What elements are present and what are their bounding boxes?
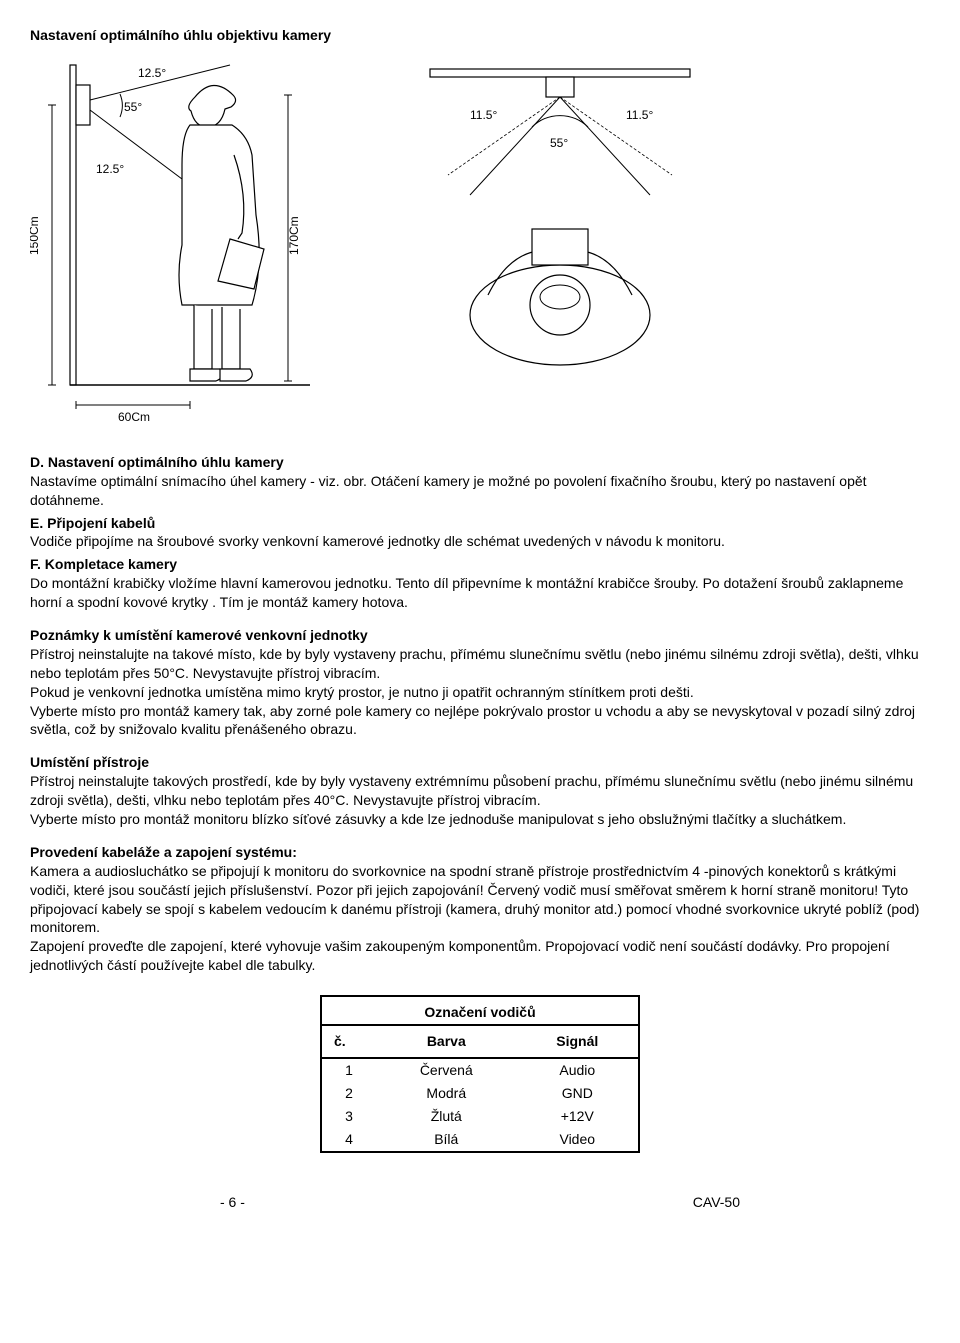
person-height-label: 170Cm [287, 216, 301, 255]
cone-center-label: 55° [550, 136, 568, 150]
wall-height-label: 150Cm [30, 216, 41, 255]
col-signal: Signál [517, 1025, 639, 1058]
notes-heading: Poznámky k umístění kamerové venkovní je… [30, 627, 368, 643]
page-footer: - 6 - CAV-50 [220, 1193, 740, 1212]
diagram-side-view: 55° 12.5° 12.5° 150Cm 60Cm [30, 55, 370, 435]
diagram-row: 55° 12.5° 12.5° 150Cm 60Cm [30, 55, 930, 435]
table-title: Označení vodičů [321, 996, 639, 1025]
table-row: 3 Žlutá +12V [321, 1105, 639, 1128]
section-e: E. Připojení kabelů Vodiče připojíme na … [30, 514, 930, 552]
cone-left-label: 11.5° [470, 108, 497, 122]
lens-angle-label: 55° [124, 100, 142, 114]
wire-table: Označení vodičů č. Barva Signál 1 Červen… [320, 995, 640, 1152]
notes-p1: Přístroj neinstalujte na takové místo, k… [30, 646, 919, 681]
wiring-p1: Kamera a audiosluchátko se připojují k m… [30, 863, 919, 936]
wiring-block: Provedení kabeláže a zapojení systému: K… [30, 843, 930, 975]
notes-p3: Vyberte místo pro montáž kamery tak, aby… [30, 703, 915, 738]
wiring-heading: Provedení kabeláže a zapojení systému: [30, 844, 297, 860]
table-row: 4 Bílá Video [321, 1128, 639, 1152]
placement-heading: Umístění přístroje [30, 754, 149, 770]
wiring-p2: Zapojení proveďte dle zapojení, které vy… [30, 938, 890, 973]
page-title: Nastavení optimálního úhlu objektivu kam… [30, 26, 930, 45]
placement-p2: Vyberte místo pro montáž monitoru blízko… [30, 811, 846, 827]
bottom-angle-label: 12.5° [96, 162, 124, 176]
section-e-text: Vodiče připojíme na šroubové svorky venk… [30, 533, 725, 549]
cone-right-label: 11.5° [626, 108, 653, 122]
section-d: D. Nastavení optimálního úhlu kamery Nas… [30, 453, 930, 510]
section-f-text: Do montážní krabičky vložíme hlavní kame… [30, 575, 903, 610]
section-f: F. Kompletace kamery Do montážní krabičk… [30, 555, 930, 612]
diagram-top-person [410, 205, 710, 385]
diagram-right-column: 11.5° 55° 11.5° [410, 55, 710, 385]
table-row: 2 Modrá GND [321, 1082, 639, 1105]
top-angle-label: 12.5° [138, 66, 166, 80]
person-figure [179, 85, 264, 381]
placement-block: Umístění přístroje Přístroj neinstalujte… [30, 753, 930, 829]
section-e-heading: E. Připojení kabelů [30, 515, 155, 531]
table-row: 1 Červená Audio [321, 1058, 639, 1082]
diagram-top-cone: 11.5° 55° 11.5° [410, 55, 710, 205]
col-color: Barva [376, 1025, 517, 1058]
notes-block: Poznámky k umístění kamerové venkovní je… [30, 626, 930, 739]
col-num: č. [321, 1025, 376, 1058]
section-f-heading: F. Kompletace kamery [30, 556, 177, 572]
floor-width-label: 60Cm [118, 410, 150, 424]
footer-page: - 6 - [220, 1193, 245, 1212]
section-d-heading: D. Nastavení optimálního úhlu kamery [30, 454, 284, 470]
notes-p2: Pokud je venkovní jednotka umístěna mimo… [30, 684, 694, 700]
section-d-text: Nastavíme optimální snímacího úhel kamer… [30, 473, 867, 508]
placement-p1: Přístroj neinstalujte takových prostředí… [30, 773, 913, 808]
footer-doc: CAV-50 [693, 1193, 740, 1212]
